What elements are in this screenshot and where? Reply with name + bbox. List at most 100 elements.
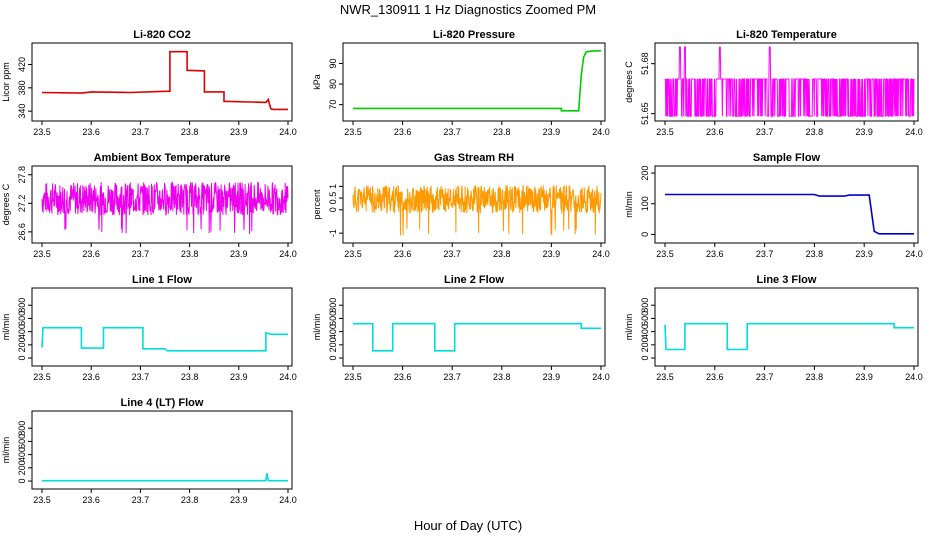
x-tick-label: 23.9 — [230, 372, 248, 382]
panel-title: Li-820 Pressure — [433, 29, 515, 41]
x-tick-label: 23.8 — [181, 249, 199, 259]
x-tick-label: 23.8 — [181, 127, 199, 137]
series-line — [665, 193, 914, 235]
x-tick-label: 23.5 — [33, 127, 51, 137]
x-tick-label: 23.8 — [493, 249, 511, 259]
y-axis-label: ml/min — [624, 191, 634, 218]
plot-frame — [31, 287, 293, 367]
plot-frame — [342, 42, 606, 122]
series-line — [664, 322, 914, 351]
x-tick-label: 23.8 — [493, 127, 511, 137]
panel-title: Line 1 Flow — [132, 274, 192, 286]
x-tick-label: 23.8 — [181, 372, 199, 382]
y-tick-label: 51.68 — [640, 52, 650, 75]
x-tick-label: 23.5 — [33, 249, 51, 259]
x-tick-label: 24.0 — [592, 127, 610, 137]
y-tick-label: 0 — [640, 232, 650, 237]
y-tick-label: 90 — [328, 58, 338, 68]
x-tick-label: 23.8 — [181, 495, 199, 505]
x-tick-label: 23.7 — [132, 495, 150, 505]
x-tick-label: 23.6 — [706, 372, 724, 382]
x-tick-label: 23.9 — [855, 372, 873, 382]
x-tick-label: 23.5 — [344, 249, 362, 259]
x-tick-label: 23.9 — [543, 372, 561, 382]
x-tick-label: 23.5 — [656, 127, 674, 137]
x-tick-label: 24.0 — [905, 249, 923, 259]
figure-title: NWR_130911 1 Hz Diagnostics Zoomed PM — [339, 2, 597, 17]
panel-pressure: Li-820 Pressure kPa 23.5 23.6 23.7 23.8 23.9 24… — [312, 29, 610, 137]
x-tick-label: 23.7 — [132, 249, 150, 259]
panel-title: Line 2 Flow — [444, 274, 504, 286]
x-tick-label: 23.9 — [543, 127, 561, 137]
y-tick-label: 0 — [17, 356, 27, 361]
x-tick-label: 23.8 — [806, 127, 824, 137]
x-tick-label: 24.0 — [592, 372, 610, 382]
y-tick-label: 380 — [17, 80, 27, 95]
x-tick-label: 23.6 — [706, 127, 724, 137]
series-line — [42, 472, 288, 482]
y-tick-label: 800 — [17, 421, 27, 436]
x-tick-label: 23.8 — [806, 372, 824, 382]
panel-title: Li-820 Temperature — [736, 29, 837, 41]
x-tick-label: 23.9 — [230, 495, 248, 505]
panel-rh: Gas Stream RH percent 23.5 23.6 23.7 23.8 23.9… — [312, 152, 610, 259]
x-tick-label: 23.7 — [756, 127, 774, 137]
y-tick-label: 0 — [328, 356, 338, 361]
panel-title: Li-820 CO2 — [133, 29, 190, 41]
y-axis-label: ml/min — [624, 314, 634, 341]
y-tick-label: 0 — [328, 207, 338, 212]
y-tick-label: 26.6 — [17, 223, 27, 241]
y-tick-label: 70 — [328, 100, 338, 110]
x-tick-label: 24.0 — [905, 127, 923, 137]
y-tick-label: 800 — [640, 298, 650, 313]
plot-frame — [654, 165, 919, 244]
panel-line2: Line 2 Flow ml/min 23.5 23.6 23.7 23.8 23.9 24.… — [312, 274, 610, 382]
y-tick-label: 200 — [17, 460, 27, 475]
y-tick-label: 600 — [640, 311, 650, 326]
x-tick-label: 24.0 — [279, 249, 297, 259]
x-tick-label: 24.0 — [279, 127, 297, 137]
series-line — [353, 49, 602, 112]
y-tick-label: 400 — [640, 324, 650, 339]
x-tick-label: 23.7 — [443, 249, 461, 259]
x-tick-label: 23.7 — [443, 372, 461, 382]
y-axis-label: degrees C — [624, 61, 634, 103]
panel-co2: Li-820 CO2 Licor ppm 23.5 23.6 23.7 23.8 23.9 2… — [1, 29, 297, 137]
series-line — [664, 46, 915, 117]
y-tick-label: 51.65 — [640, 102, 650, 125]
panel-line4: Line 4 (LT) Flow ml/min 23.5 23.6 23.7 23.8 23… — [1, 397, 297, 505]
plot-frame — [31, 410, 293, 490]
x-tick-label: 23.7 — [756, 249, 774, 259]
x-tick-label: 23.7 — [756, 372, 774, 382]
y-tick-label: 200 — [17, 337, 27, 352]
x-tick-label: 23.9 — [855, 127, 873, 137]
series-line — [41, 50, 288, 111]
x-tick-label: 23.9 — [543, 249, 561, 259]
panel-line3: Line 3 Flow ml/min 23.5 23.6 23.7 23.8 23.9 24.… — [624, 274, 923, 382]
y-tick-label: 27.2 — [17, 195, 27, 213]
y-tick-label: 100 — [640, 196, 650, 211]
x-tick-label: 23.7 — [132, 127, 150, 137]
x-tick-label: 23.7 — [132, 372, 150, 382]
x-tick-label: 23.8 — [806, 249, 824, 259]
series-line — [41, 326, 288, 352]
y-tick-label: 27.8 — [17, 166, 27, 184]
y-tick-label: 0 — [640, 356, 650, 361]
plot-frame — [342, 287, 606, 367]
x-tick-label: 24.0 — [905, 372, 923, 382]
x-tick-label: 23.9 — [855, 249, 873, 259]
panel-line1: Line 1 Flow ml/min 23.5 23.6 23.7 23.8 23.9 24.… — [1, 274, 297, 382]
x-tick-label: 23.5 — [656, 249, 674, 259]
series-line — [353, 322, 601, 352]
y-tick-label: 400 — [17, 447, 27, 462]
plot-frame — [654, 287, 919, 367]
panel-title: Sample Flow — [753, 152, 821, 164]
x-tick-label: 23.6 — [82, 372, 100, 382]
y-tick-label: 600 — [328, 311, 338, 326]
x-tick-label: 24.0 — [279, 495, 297, 505]
plot-frame — [342, 165, 606, 244]
x-tick-label: 23.6 — [82, 495, 100, 505]
y-tick-label: 1 — [328, 184, 338, 189]
